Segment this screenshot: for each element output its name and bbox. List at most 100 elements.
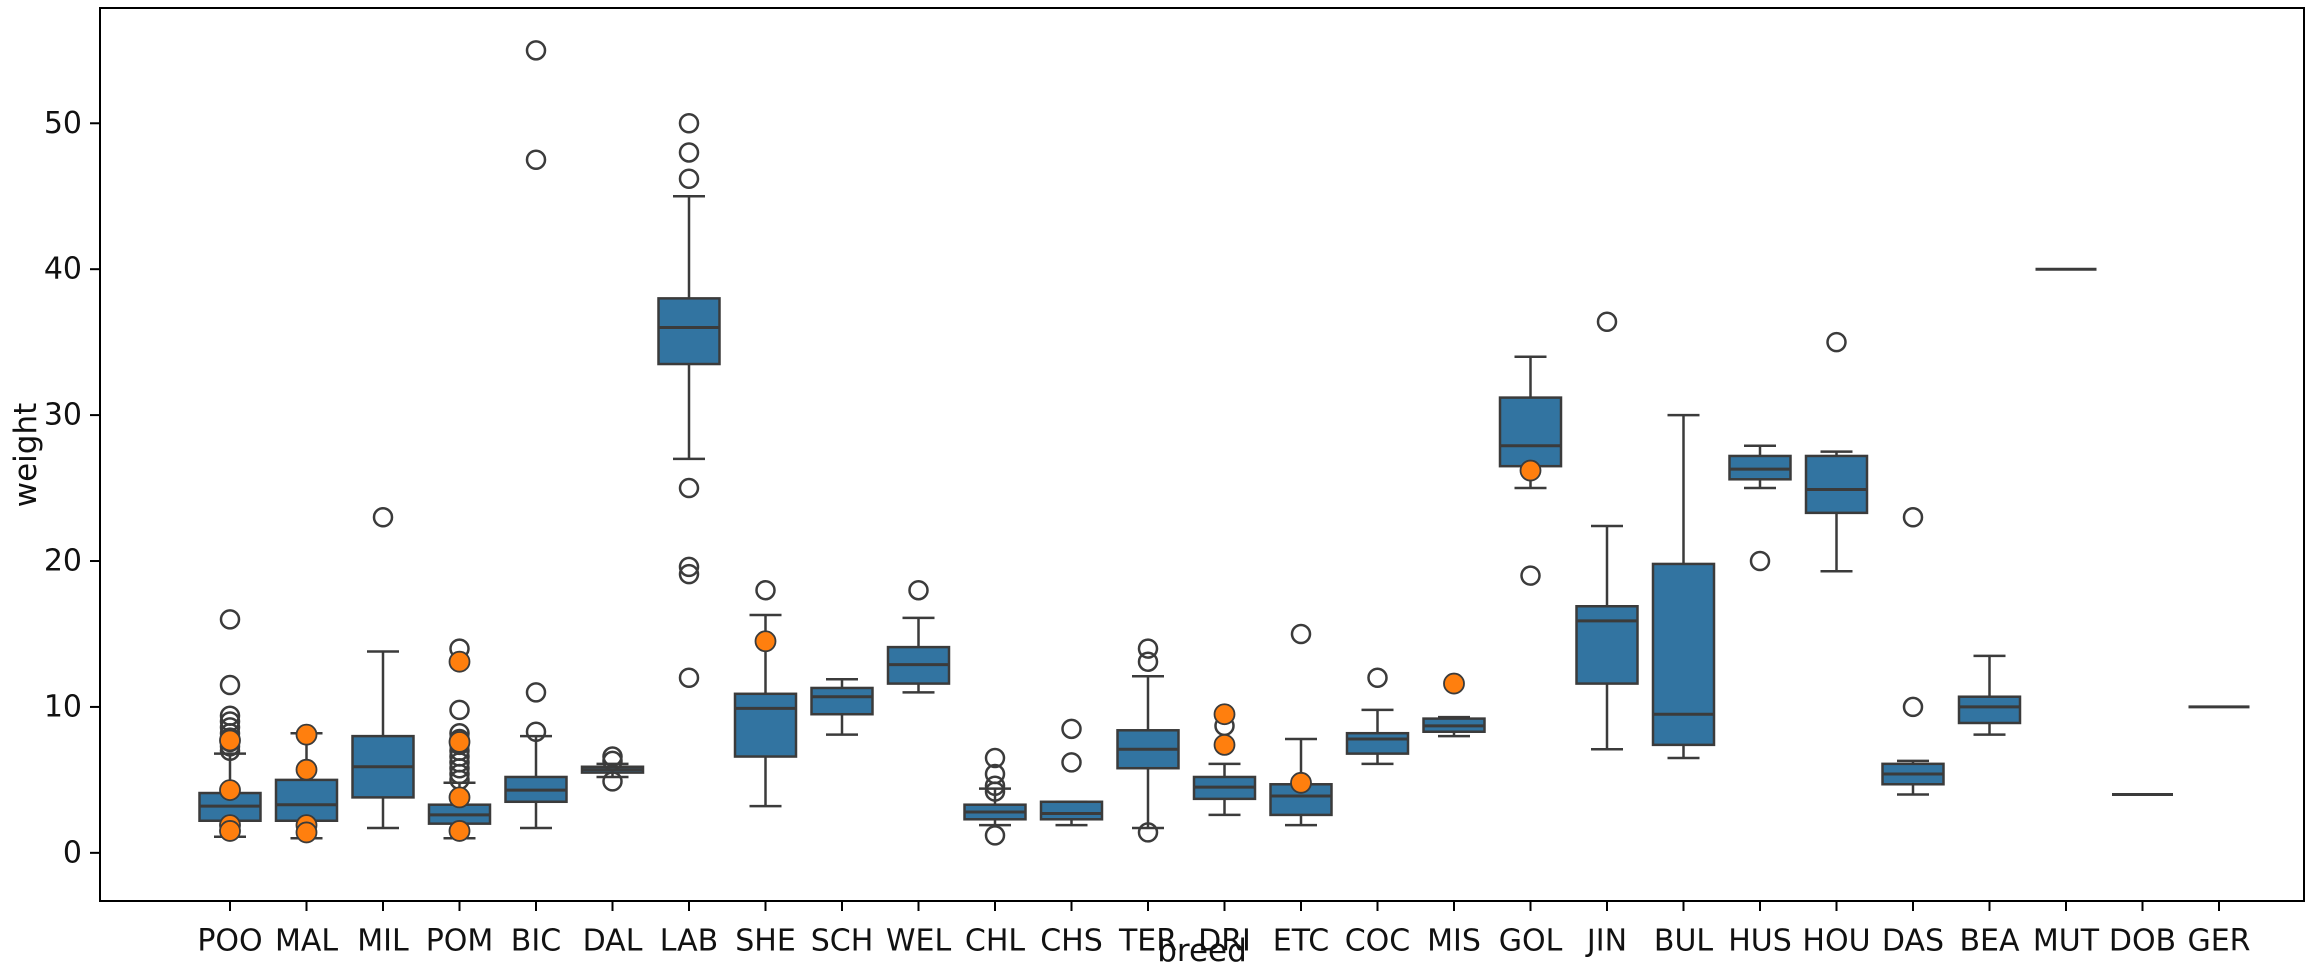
outlier-point bbox=[984, 825, 1006, 846]
x-tick-label: MUT bbox=[2033, 924, 2100, 959]
orange-point bbox=[1290, 771, 1312, 794]
outlier-point bbox=[755, 579, 776, 601]
outlier-point bbox=[678, 113, 700, 134]
orange-point bbox=[219, 779, 241, 802]
orange-point bbox=[1443, 672, 1465, 695]
outlier-point bbox=[1596, 311, 1618, 332]
x-tick-label: DAS bbox=[1882, 924, 1944, 959]
iqr-box bbox=[1498, 396, 1563, 468]
outlier-point bbox=[1749, 550, 1771, 572]
outlier-point bbox=[602, 750, 623, 772]
x-tick-label: LAB bbox=[660, 924, 719, 959]
orange-point bbox=[219, 729, 241, 752]
orange-point bbox=[1213, 733, 1236, 756]
x-tick-label: SHE bbox=[735, 924, 796, 959]
box-MIS bbox=[1422, 672, 1486, 738]
box-BUL bbox=[1651, 413, 1716, 760]
x-tick-label: JIN bbox=[1585, 924, 1627, 959]
outlier-point bbox=[219, 674, 241, 696]
iqr-box bbox=[1039, 800, 1104, 821]
y-tick-label: 40 bbox=[44, 252, 82, 287]
outlier-point bbox=[678, 563, 700, 585]
outlier-point bbox=[602, 771, 623, 792]
orange-point bbox=[448, 731, 471, 753]
orange-point bbox=[295, 723, 318, 746]
box-JIN bbox=[1575, 311, 1639, 751]
iqr-box bbox=[810, 686, 874, 716]
y-tick-label: 20 bbox=[44, 544, 82, 579]
outlier-point bbox=[525, 149, 547, 171]
orange-point bbox=[754, 630, 777, 653]
outlier-point bbox=[525, 40, 547, 61]
x-tick-label: MIL bbox=[357, 924, 409, 959]
x-tick-label: DAL bbox=[583, 924, 643, 959]
x-tick-label: HOU bbox=[1802, 924, 1870, 959]
outlier-point bbox=[678, 168, 700, 189]
box-MIL bbox=[351, 506, 415, 830]
iqr-box bbox=[1575, 605, 1639, 685]
x-tick-label: SCH bbox=[811, 924, 874, 959]
box-DAS bbox=[1881, 506, 1945, 796]
outlier-point bbox=[1826, 331, 1847, 353]
iqr-box bbox=[1804, 454, 1869, 515]
y-axis-title: weight bbox=[8, 402, 44, 508]
outlier-point bbox=[1902, 696, 1924, 718]
y-tick-label: 50 bbox=[44, 106, 82, 141]
orange-point bbox=[1519, 459, 1542, 482]
box-SCH bbox=[810, 677, 874, 736]
orange-point bbox=[448, 820, 471, 842]
outlier-point bbox=[1137, 638, 1159, 659]
box-HUS bbox=[1728, 444, 1792, 572]
box-POM bbox=[427, 638, 492, 842]
x-tick-label: COC bbox=[1345, 924, 1411, 959]
box-BEA bbox=[1957, 654, 2022, 736]
orange-point bbox=[219, 820, 241, 842]
box-BIC bbox=[504, 40, 568, 830]
x-tick-label: BEA bbox=[1959, 924, 2020, 959]
outlier-point bbox=[908, 579, 929, 601]
box-WEL bbox=[886, 579, 951, 694]
outlier-point bbox=[219, 609, 241, 630]
x-tick-label: WEL bbox=[886, 924, 952, 959]
box-MAL bbox=[274, 723, 339, 844]
x-axis-title: breed bbox=[1157, 933, 1247, 969]
iqr-box bbox=[1957, 695, 2022, 725]
iqr-box bbox=[657, 297, 721, 366]
x-tick-label: CHL bbox=[965, 924, 1026, 959]
outlier-point bbox=[525, 682, 547, 703]
iqr-box bbox=[1345, 731, 1410, 755]
outlier-point bbox=[678, 556, 700, 578]
x-tick-label: POO bbox=[197, 924, 262, 959]
y-axis: 0 10 20 30 40 50 bbox=[44, 106, 100, 870]
iqr-box bbox=[1651, 562, 1716, 747]
x-tick-label: GER bbox=[2187, 924, 2250, 959]
x-tick-label: DOB bbox=[2109, 924, 2176, 959]
plot-border bbox=[99, 7, 2305, 902]
box-SHE bbox=[733, 579, 798, 808]
x-tick-label: BIC bbox=[511, 924, 561, 959]
outlier-point bbox=[1367, 667, 1388, 688]
outlier-point bbox=[678, 667, 700, 688]
outlier-point bbox=[1061, 718, 1082, 740]
x-tick-label: HUS bbox=[1728, 924, 1792, 959]
box-CHS bbox=[1039, 718, 1104, 827]
outlier-point bbox=[984, 775, 1006, 796]
x-axis: POO MAL MIL POM BIC DAL LAB SHE SCH WEL CHL CHS TER D… bbox=[197, 901, 2251, 959]
outlier-point bbox=[449, 763, 470, 785]
outlier-point bbox=[1137, 822, 1159, 843]
box-CHL bbox=[963, 747, 1027, 846]
x-tick-label: CHS bbox=[1040, 924, 1103, 959]
box-HOU bbox=[1804, 331, 1869, 573]
outlier-point bbox=[678, 142, 700, 163]
iqr-box bbox=[733, 692, 798, 758]
outlier-point bbox=[984, 781, 1006, 802]
y-tick-label: 10 bbox=[44, 689, 82, 724]
outlier-point bbox=[984, 747, 1006, 769]
box-DRI bbox=[1192, 703, 1257, 817]
outlier-point bbox=[1061, 752, 1082, 773]
y-tick-label: 0 bbox=[63, 835, 82, 870]
box-LAB bbox=[657, 113, 721, 688]
box-DAL bbox=[580, 746, 645, 792]
orange-point bbox=[295, 821, 318, 844]
